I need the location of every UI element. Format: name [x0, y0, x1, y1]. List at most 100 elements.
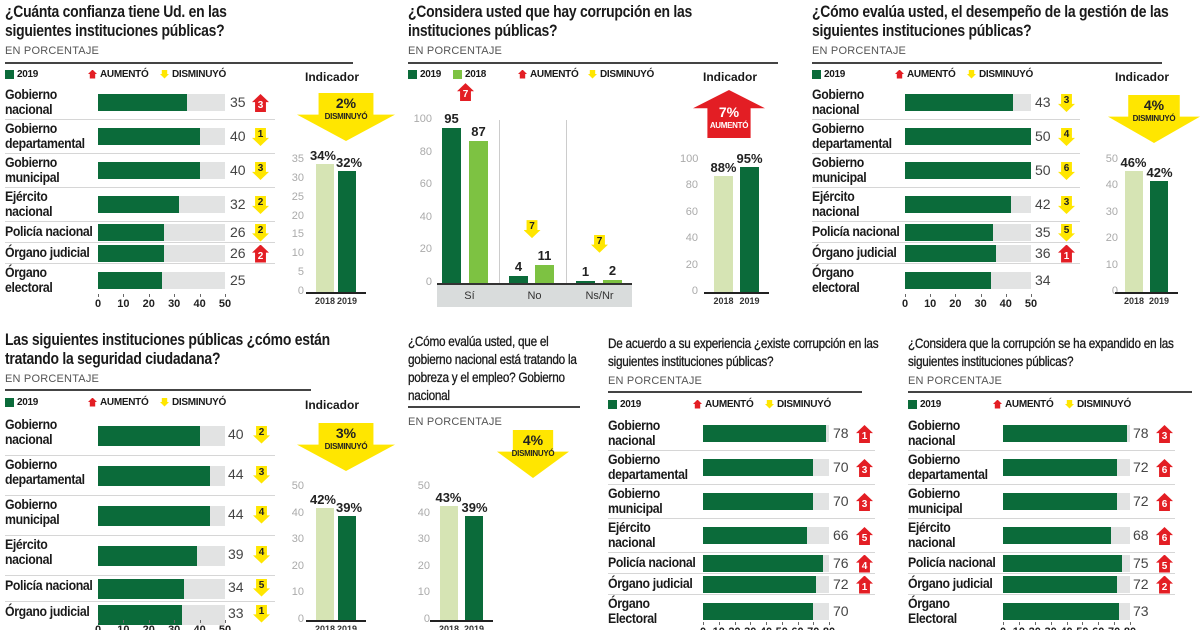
bar-2019 — [703, 425, 826, 442]
bar-2019 — [98, 196, 180, 213]
indicator-baseline — [430, 620, 493, 622]
x-tick: 30 — [168, 624, 181, 630]
legend-2019-swatch — [812, 69, 821, 79]
x-tick-mark — [1034, 622, 1036, 625]
legend-increase: AUMENTÓ — [993, 398, 1054, 410]
indicator-y-tick: 0 — [691, 285, 698, 297]
legend-increase: AUMENTÓ — [693, 398, 754, 410]
bar-value-label: 4 — [514, 259, 523, 275]
x-tick: 0 — [696, 626, 710, 630]
bar-2019 — [98, 244, 165, 262]
increase-badge: 7 — [457, 83, 474, 102]
row-separator — [5, 455, 275, 456]
legend-decrease-label: DISMINUYÓ — [979, 68, 1033, 80]
indicator-y-tick: 0 — [297, 285, 304, 297]
legend-decrease-label: DISMINUYÓ — [172, 396, 226, 408]
row-label: Ejército nacional — [608, 519, 656, 550]
legend-2019-label: 2019 — [920, 398, 942, 410]
x-tick: 0 — [94, 624, 102, 630]
legend-decrease-label: DISMINUYÓ — [600, 68, 654, 80]
indicator-bar-label: 32% — [336, 155, 363, 171]
x-tick: 40 — [759, 626, 773, 630]
bar-value-label: 11 — [537, 248, 552, 264]
decrease-arrow-icon — [160, 397, 169, 407]
indicator-baseline — [704, 292, 769, 294]
row-separator — [812, 187, 1080, 188]
bar-value: 40 — [228, 425, 244, 442]
indicator-change-value: 3% — [335, 425, 357, 441]
legend-2019-swatch — [5, 69, 14, 79]
increase-badge: 4 — [856, 554, 873, 573]
increase-arrow-icon — [693, 399, 702, 409]
indicator-y-tick: 30 — [291, 533, 304, 546]
indicator-bar-2019 — [740, 166, 759, 292]
row-separator — [908, 573, 1175, 574]
row-label: Órgano judicial — [908, 575, 993, 591]
decrease-badge: 1 — [253, 604, 270, 623]
indicator-change-word: DISMINUYÓ — [324, 442, 368, 451]
legend-2019: 2019 — [812, 68, 845, 80]
bar-2019 — [703, 527, 807, 544]
bar-value-label: 1 — [581, 264, 590, 280]
indicator-y-tick: 35 — [291, 153, 304, 165]
legend-2019: 2019 — [608, 398, 641, 410]
row-label: Gobierno nacional — [812, 86, 864, 117]
x-tick: 40 — [1060, 626, 1074, 630]
bar-value: 68 — [1133, 527, 1149, 543]
increase-arrow-icon — [993, 399, 1002, 409]
bar-value: 26 — [230, 223, 246, 240]
x-tick-mark — [225, 620, 226, 623]
legend-2019-label: 2019 — [17, 396, 39, 408]
bar-2019 — [1003, 425, 1127, 442]
increase-badge: 3 — [1156, 425, 1173, 443]
bar-value: 66 — [833, 527, 849, 543]
bar-2019 — [905, 162, 1031, 179]
chart-subtitle: EN PORCENTAJE — [812, 45, 907, 57]
legend-2019-label: 2019 — [17, 68, 39, 80]
bar-2019 — [442, 128, 461, 283]
row-label: Ejército nacional — [5, 536, 53, 567]
row-label: Órgano Electoral — [908, 595, 957, 626]
x-tick: 20 — [142, 624, 155, 630]
row-label: Policía nacional — [608, 554, 696, 570]
row-label: Gobierno municipal — [608, 485, 663, 516]
row-label: Órgano electoral — [5, 264, 53, 295]
row-separator — [908, 594, 1175, 595]
x-tick-mark — [1003, 622, 1004, 625]
x-tick-mark — [797, 622, 799, 625]
indicator-bar-2019 — [465, 516, 483, 620]
x-tick: 20 — [1028, 626, 1042, 630]
y-tick: 100 — [413, 113, 432, 125]
legend-increase-label: AUMENTÓ — [100, 68, 149, 80]
row-separator — [5, 242, 275, 243]
group-separator — [499, 120, 500, 283]
bar-2019 — [703, 459, 814, 476]
legend-2019-swatch — [408, 69, 417, 79]
indicator-change-value: 4% — [522, 432, 544, 448]
bar-value: 34 — [1035, 272, 1051, 288]
bar-value: 44 — [228, 505, 244, 522]
decrease-badge: 4 — [253, 505, 270, 524]
x-tick-mark — [199, 620, 201, 623]
legend-decrease-label: DISMINUYÓ — [1077, 398, 1131, 410]
bar-2018 — [603, 279, 622, 283]
row-label: Órgano electoral — [812, 264, 860, 295]
bar-value: 50 — [1035, 162, 1051, 178]
indicator-y-tick: 20 — [417, 559, 430, 572]
bar-value: 72 — [1133, 493, 1149, 509]
x-tick-mark — [734, 622, 736, 625]
bar-value: 34 — [228, 578, 244, 595]
x-tick-mark — [123, 294, 125, 297]
row-separator — [5, 535, 275, 536]
increase-badge: 1 — [1058, 244, 1075, 263]
indicator-bar-2019 — [1150, 181, 1168, 292]
indicator-y-tick: 10 — [291, 586, 304, 599]
increase-arrow-icon — [88, 69, 97, 79]
bar-2019 — [576, 281, 595, 283]
x-tick-mark — [750, 622, 752, 625]
row-separator — [5, 263, 275, 264]
indicator-y-tick: 20 — [291, 559, 304, 572]
row-separator — [5, 495, 275, 496]
row-label: Gobierno departamental — [908, 451, 988, 482]
x-tick: 30 — [743, 626, 757, 630]
